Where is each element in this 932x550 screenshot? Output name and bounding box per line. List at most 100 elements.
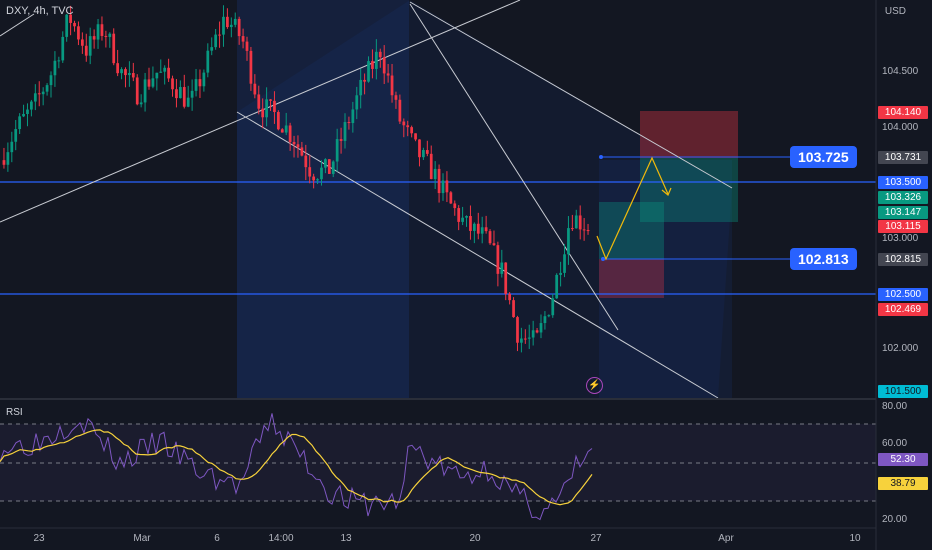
candle-body [84,45,88,56]
candle-body [516,317,519,343]
candle-body [582,229,586,231]
candle-body [347,122,351,124]
candle-body [453,203,457,209]
rsi-ma-line[interactable] [0,429,593,506]
candle-body [112,33,116,64]
candle-body [249,50,253,84]
candle-body [414,133,417,140]
candle-body [551,298,555,316]
candle-body [469,216,472,231]
candle-body [461,217,464,222]
candle-body [45,85,49,92]
time-tick: Apr [718,533,734,544]
candle-body [276,112,280,130]
channel-upper-line[interactable] [409,1,733,189]
candle-body [163,67,167,72]
candle-body [69,14,72,23]
candle-body [253,83,257,95]
time-tick: 20 [469,533,481,544]
candle-body [186,97,190,107]
candle-body [406,125,410,128]
candle-body [26,109,29,114]
time-tick: Mar [133,533,151,544]
candle-body [120,69,123,74]
candle-body [527,337,531,339]
candle-body [178,87,182,99]
currency-label: USD [884,6,906,17]
candle-body [359,79,363,96]
candle-body [265,99,268,118]
candle-body [214,34,218,48]
projection-zone [599,160,732,398]
candle-body [410,127,414,134]
target-label[interactable]: 103.725 [790,146,857,168]
rsi-value-tag: 52.30 [878,453,928,466]
candle-body [570,228,574,230]
top-left-line[interactable] [0,13,35,37]
position-2-loss [640,111,738,158]
candle-body [371,61,374,69]
candle-body [245,41,249,51]
candle-body [586,230,590,232]
rsi-line[interactable] [0,413,593,521]
candle-body [535,330,539,333]
entry-ray-anchor[interactable] [601,257,605,261]
time-tick: 23 [33,533,45,544]
candle-body [555,274,559,299]
candle-body [578,215,582,230]
candle-body [394,95,398,100]
symbol-name: DXY [6,5,28,17]
candle-body [320,167,323,180]
candle-body [398,99,402,122]
candle-body [61,36,65,61]
candle-body [402,121,406,126]
entry-label[interactable]: 102.813 [790,248,857,270]
candle-body [241,36,245,42]
candle-body [175,89,178,99]
price-tag-support: 102.500 [878,288,928,301]
candle-body [237,18,241,37]
target-ray-anchor[interactable] [599,155,603,159]
lightning-icon[interactable]: ⚡ [586,377,603,394]
price-tag: 101.500 [878,385,928,398]
candlestick-series [2,5,590,353]
steep-trend-line[interactable] [409,3,619,331]
candle-body [261,108,265,118]
candle-body [378,51,382,58]
projection-path[interactable] [596,156,669,261]
candle-body [210,47,214,51]
candle-body [547,315,551,317]
candle-body [65,14,69,37]
candle-body [6,152,10,165]
rsi-title[interactable]: RSI [6,407,23,418]
candle-body [504,262,508,294]
price-tag-entry: 102.815 [878,253,928,266]
candle-body [273,100,276,113]
rising-trend-line[interactable] [0,0,521,223]
candle-body [574,215,578,229]
candle-body [135,77,139,105]
candle-body [139,102,143,105]
candle-body [128,73,131,76]
candle-body [457,208,461,222]
candle-body [226,16,229,28]
rsi-tick: 60.00 [882,438,908,449]
candle-body [367,61,370,82]
candle-body [445,180,449,193]
candle-body [116,63,120,74]
candle-body [41,91,45,95]
candle-body [147,79,151,87]
rsi-tick: 20.00 [882,514,908,525]
candle-body [418,139,421,158]
symbol-header[interactable]: DXY, 4h, TVC [6,5,74,17]
channel-lower-line[interactable] [236,111,719,399]
candle-body [496,245,500,274]
candle-body [229,24,233,28]
candle-body [284,125,288,133]
price-tick: 104.500 [882,66,919,77]
candle-body [77,26,80,40]
price-tag-target: 103.731 [878,151,928,164]
candle-body [222,16,225,35]
candle-body [80,39,84,46]
